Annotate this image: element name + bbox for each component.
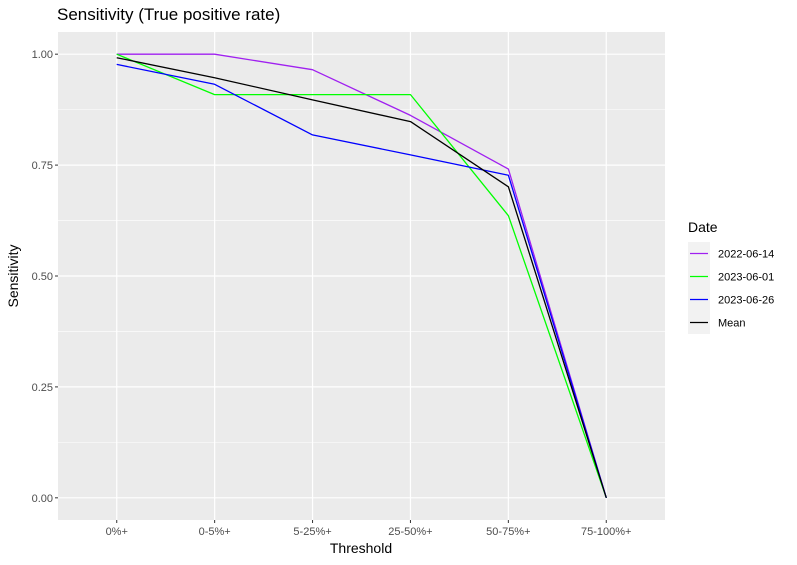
series-line: [116, 63, 607, 498]
legend-entry: 2022-06-14: [718, 249, 774, 261]
y-tick-label: 0.25: [32, 382, 53, 394]
y-tick-label: 0.00: [32, 493, 53, 505]
x-tick-label: 5-25%+: [293, 526, 331, 538]
x-tick-label: 25-50%+: [388, 526, 432, 538]
legend-entry: 2023-06-01: [718, 272, 774, 284]
series-lines: [116, 53, 607, 499]
y-tick-label: 0.50: [32, 271, 53, 283]
legend: Date 2022-06-14 2023-06-01 2023-06-26 Mean: [688, 219, 774, 334]
x-tick-label: 0%+: [106, 526, 128, 538]
y-tick-label: 0.75: [32, 160, 53, 172]
x-axis: 0%+ 0-5%+ 5-25%+ 25-50%+ 50-75%+ 75-100%+: [106, 520, 631, 538]
series-line: [116, 53, 607, 498]
x-tick-label: 75-100%+: [581, 526, 631, 538]
y-axis-title: Sensitivity: [5, 244, 21, 307]
series-line: [116, 57, 607, 498]
legend-title: Date: [688, 219, 718, 235]
series-line: [116, 53, 607, 499]
chart-title: Sensitivity (True positive rate): [57, 5, 280, 24]
x-tick-label: 50-75%+: [486, 526, 530, 538]
x-axis-title: Threshold: [330, 540, 392, 556]
y-tick-label: 1.00: [32, 49, 53, 61]
y-axis: 0.00 0.25 0.50 0.75 1.00: [32, 49, 58, 505]
legend-entry: 2023-06-26: [718, 295, 774, 307]
x-tick-label: 0-5%+: [199, 526, 231, 538]
legend-entry: Mean: [718, 318, 746, 330]
minor-gridlines: [58, 109, 665, 443]
